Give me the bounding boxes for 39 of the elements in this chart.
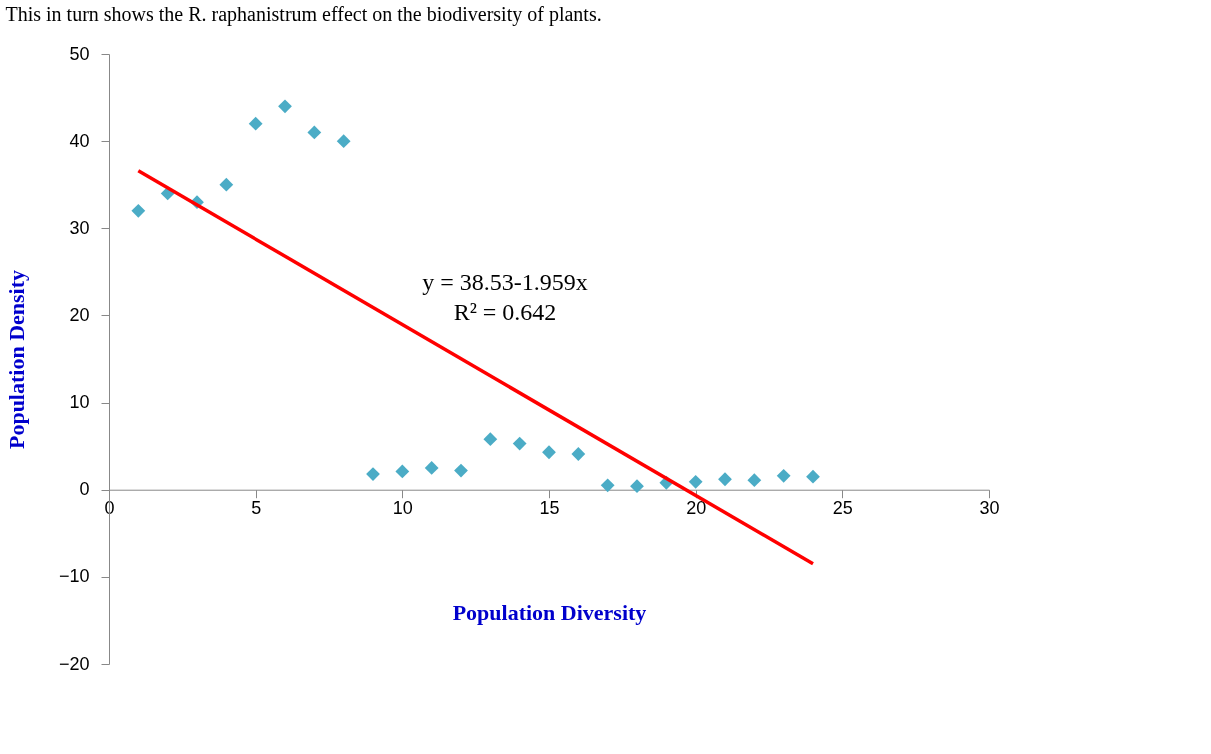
x-tick-label: 25 xyxy=(832,498,853,519)
point xyxy=(806,469,820,484)
x-axis-title: Population Diversity xyxy=(452,600,647,626)
point xyxy=(248,116,263,131)
point xyxy=(630,479,644,494)
y-tick-label: −20 xyxy=(58,653,90,674)
x-tick-label: 5 xyxy=(251,498,262,519)
point xyxy=(718,472,732,487)
point xyxy=(571,447,586,461)
point xyxy=(131,203,146,218)
point xyxy=(278,99,292,114)
point xyxy=(688,474,703,489)
point xyxy=(747,473,762,488)
point xyxy=(483,432,498,447)
chart-title: This in turn shows the R. raphanistrum effect on the biodiversity of plants. xyxy=(5,3,602,26)
annotation: R² = 0.642 xyxy=(453,298,557,325)
x-tick-label: 20 xyxy=(686,498,707,519)
point xyxy=(600,478,615,493)
point xyxy=(395,464,410,479)
x-tick-label: 10 xyxy=(392,498,413,519)
point xyxy=(512,436,527,451)
point xyxy=(336,134,351,149)
point xyxy=(454,463,468,478)
y-axis-title: Population Density xyxy=(3,269,29,450)
y-tick-label: 0 xyxy=(79,479,90,500)
y-tick-label: 30 xyxy=(69,217,90,238)
point xyxy=(776,468,791,483)
y-tick-label: −10 xyxy=(58,566,90,587)
y-tick-label: 20 xyxy=(69,304,90,325)
point xyxy=(219,177,234,192)
annotation: y = 38.53-1.959x xyxy=(422,268,588,295)
x-tick-label: 15 xyxy=(539,498,560,519)
x-tick-label: 30 xyxy=(979,498,1000,519)
point xyxy=(307,125,322,140)
point xyxy=(424,461,439,475)
point xyxy=(542,445,556,460)
y-tick-label: 10 xyxy=(69,392,90,413)
y-tick-label: 50 xyxy=(69,43,90,64)
y-tick-label: 40 xyxy=(69,130,90,151)
